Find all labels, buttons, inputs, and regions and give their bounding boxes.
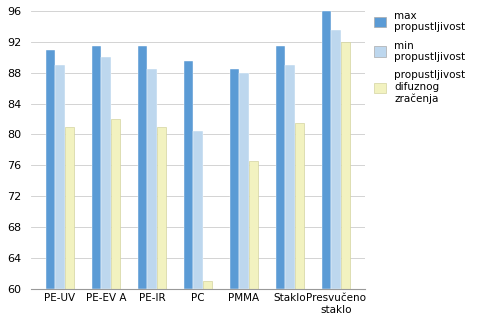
Bar [156, 127, 166, 289]
Legend: max
propustljivost, min
propustljivost, propustljivost
difuznog
zračenja: max propustljivost, min propustljivost, … [374, 11, 466, 104]
Bar [194, 130, 202, 289]
Bar [240, 73, 248, 289]
Bar [46, 49, 56, 289]
Bar [184, 61, 194, 289]
Bar [148, 69, 156, 289]
Bar [332, 30, 340, 289]
Bar [294, 123, 304, 289]
Bar [110, 119, 120, 289]
Bar [202, 281, 212, 289]
Bar [92, 46, 102, 289]
Bar [322, 11, 332, 289]
Bar [248, 161, 258, 289]
Bar [340, 42, 350, 289]
Bar [56, 65, 64, 289]
Bar [276, 46, 285, 289]
Bar [102, 57, 110, 289]
Bar [64, 127, 74, 289]
Bar [286, 65, 294, 289]
Bar [138, 46, 147, 289]
Bar [230, 69, 239, 289]
